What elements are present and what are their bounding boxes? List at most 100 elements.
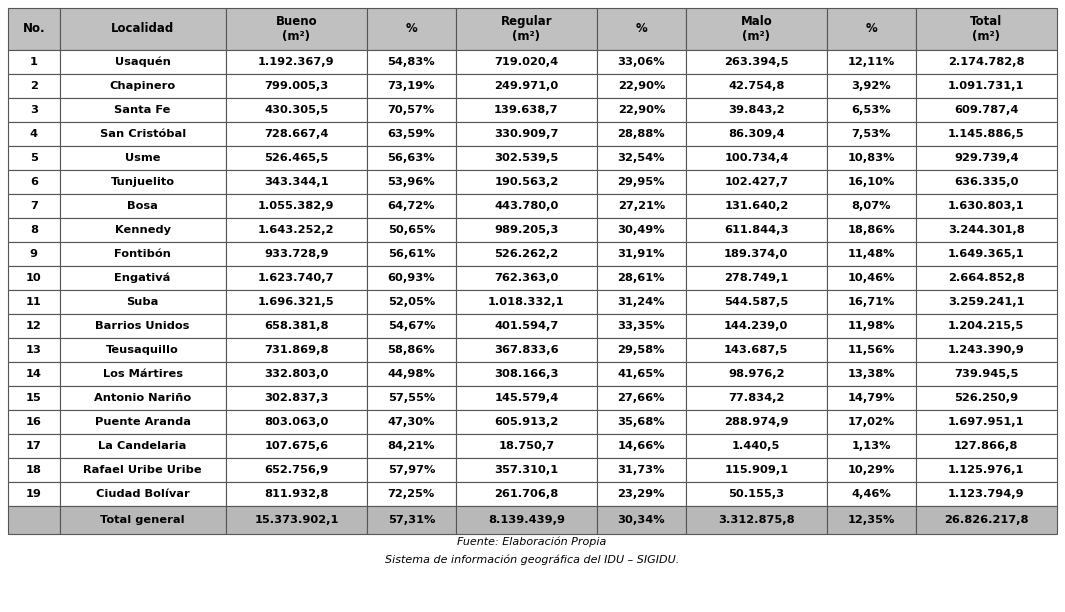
Text: 57,31%: 57,31% <box>388 515 436 525</box>
Text: 72,25%: 72,25% <box>388 489 435 499</box>
Bar <box>828 98 916 122</box>
Text: Rafael Uribe Uribe: Rafael Uribe Uribe <box>83 465 202 475</box>
Text: 11,56%: 11,56% <box>848 345 895 355</box>
Text: 30,34%: 30,34% <box>618 515 666 525</box>
Text: 2: 2 <box>30 81 37 91</box>
Text: 10,46%: 10,46% <box>848 273 895 283</box>
Text: 27,66%: 27,66% <box>618 393 665 403</box>
Bar <box>9 458 60 482</box>
Bar <box>60 266 226 290</box>
Text: %: % <box>406 23 417 35</box>
Text: 31,73%: 31,73% <box>618 465 665 475</box>
Text: 54,67%: 54,67% <box>388 321 436 331</box>
Bar <box>60 122 226 146</box>
Text: 102.427,7: 102.427,7 <box>724 177 788 187</box>
Bar <box>9 338 60 362</box>
Bar <box>60 434 226 458</box>
Bar <box>597 146 686 170</box>
Bar <box>828 170 916 194</box>
Bar <box>367 410 456 434</box>
Bar <box>226 290 367 314</box>
Bar <box>916 506 1056 534</box>
Text: Los Mártires: Los Mártires <box>102 369 183 379</box>
Bar <box>367 242 456 266</box>
Bar <box>9 506 60 534</box>
Text: 22,90%: 22,90% <box>618 81 665 91</box>
Bar <box>916 482 1056 506</box>
Bar <box>226 434 367 458</box>
Bar <box>456 194 597 218</box>
Text: 23,29%: 23,29% <box>618 489 665 499</box>
Bar <box>456 50 597 74</box>
Text: 11,48%: 11,48% <box>848 249 895 259</box>
Bar <box>226 194 367 218</box>
Bar <box>916 122 1056 146</box>
Text: 1,13%: 1,13% <box>852 441 891 451</box>
Text: 302.837,3: 302.837,3 <box>264 393 329 403</box>
Text: 443.780,0: 443.780,0 <box>494 201 558 211</box>
Text: 1.630.803,1: 1.630.803,1 <box>948 201 1025 211</box>
Text: Teusaquillo: Teusaquillo <box>106 345 179 355</box>
Bar <box>686 74 828 98</box>
Text: 33,06%: 33,06% <box>618 57 666 67</box>
Bar <box>597 194 686 218</box>
Bar <box>367 362 456 386</box>
Text: 32,54%: 32,54% <box>618 153 665 163</box>
Text: 47,30%: 47,30% <box>388 417 436 427</box>
Bar <box>597 410 686 434</box>
Text: 1.192.367,9: 1.192.367,9 <box>258 57 334 67</box>
Bar <box>226 242 367 266</box>
Bar <box>226 458 367 482</box>
Text: 56,63%: 56,63% <box>388 153 436 163</box>
Text: 3.244.301,8: 3.244.301,8 <box>948 225 1025 235</box>
Text: 526.250,9: 526.250,9 <box>954 393 1018 403</box>
Text: 7,53%: 7,53% <box>852 129 891 139</box>
Text: Regular
(m²): Regular (m²) <box>501 15 552 43</box>
Bar <box>916 386 1056 410</box>
Bar <box>9 314 60 338</box>
Bar <box>60 146 226 170</box>
Bar <box>916 170 1056 194</box>
Bar <box>597 8 686 50</box>
Text: Antonio Nariño: Antonio Nariño <box>94 393 192 403</box>
Bar <box>9 122 60 146</box>
Bar <box>686 170 828 194</box>
Bar <box>367 338 456 362</box>
Bar <box>367 506 456 534</box>
Text: 526.262,2: 526.262,2 <box>494 249 558 259</box>
Bar <box>828 266 916 290</box>
Bar <box>456 74 597 98</box>
Text: 10,29%: 10,29% <box>848 465 895 475</box>
Text: 28,88%: 28,88% <box>618 129 666 139</box>
Bar <box>597 506 686 534</box>
Bar <box>686 362 828 386</box>
Text: 10: 10 <box>26 273 42 283</box>
Text: 41,65%: 41,65% <box>618 369 665 379</box>
Text: 16: 16 <box>26 417 42 427</box>
Bar <box>686 194 828 218</box>
Text: 53,96%: 53,96% <box>388 177 436 187</box>
Text: 63,59%: 63,59% <box>388 129 436 139</box>
Text: %: % <box>866 23 878 35</box>
Text: Suba: Suba <box>127 297 159 307</box>
Bar <box>9 242 60 266</box>
Text: 12,35%: 12,35% <box>848 515 895 525</box>
Bar <box>226 338 367 362</box>
Bar <box>60 482 226 506</box>
Bar <box>367 170 456 194</box>
Bar <box>456 290 597 314</box>
Text: 302.539,5: 302.539,5 <box>494 153 558 163</box>
Text: 30,49%: 30,49% <box>618 225 666 235</box>
Text: 1.697.951,1: 1.697.951,1 <box>948 417 1025 427</box>
Text: 98.976,2: 98.976,2 <box>728 369 785 379</box>
Bar <box>686 506 828 534</box>
Text: 658.381,8: 658.381,8 <box>264 321 329 331</box>
Text: 16,10%: 16,10% <box>848 177 895 187</box>
Text: 144.239,0: 144.239,0 <box>724 321 788 331</box>
Text: 1.055.382,9: 1.055.382,9 <box>258 201 334 211</box>
Text: 933.728,9: 933.728,9 <box>264 249 329 259</box>
Bar <box>686 122 828 146</box>
Text: 33,35%: 33,35% <box>618 321 666 331</box>
Bar <box>60 362 226 386</box>
Text: 261.706,8: 261.706,8 <box>494 489 558 499</box>
